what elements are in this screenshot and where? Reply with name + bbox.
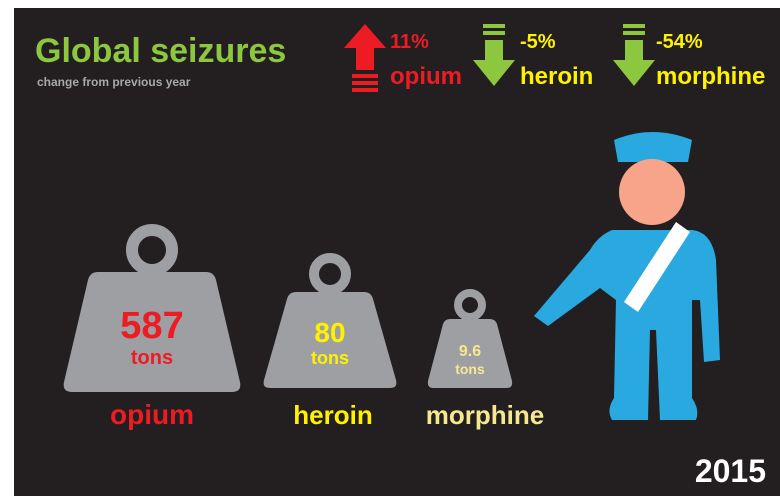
change-drug: morphine bbox=[656, 63, 765, 90]
title: Global seizures bbox=[35, 32, 286, 70]
weight-unit: tons bbox=[311, 348, 349, 368]
weight-unit: tons bbox=[131, 347, 173, 369]
weight-amount: 80 bbox=[314, 317, 345, 348]
infographic: Global seizures change from previous yea… bbox=[0, 0, 780, 502]
change-drug: heroin bbox=[520, 63, 593, 90]
weight-unit: tons bbox=[455, 361, 485, 377]
change-value: -54% bbox=[656, 31, 703, 53]
change-drug: opium bbox=[390, 63, 462, 90]
year: 2015 bbox=[695, 453, 766, 489]
change-value: -5% bbox=[520, 31, 556, 53]
subtitle: change from previous year bbox=[37, 75, 191, 89]
weight-amount: 587 bbox=[120, 305, 183, 347]
weight-amount: 9.6 bbox=[459, 343, 481, 360]
change-value: 11% bbox=[390, 31, 429, 53]
weight-drug: morphine bbox=[426, 400, 544, 430]
weight-drug: heroin bbox=[293, 400, 372, 430]
weight-drug: opium bbox=[110, 399, 194, 430]
